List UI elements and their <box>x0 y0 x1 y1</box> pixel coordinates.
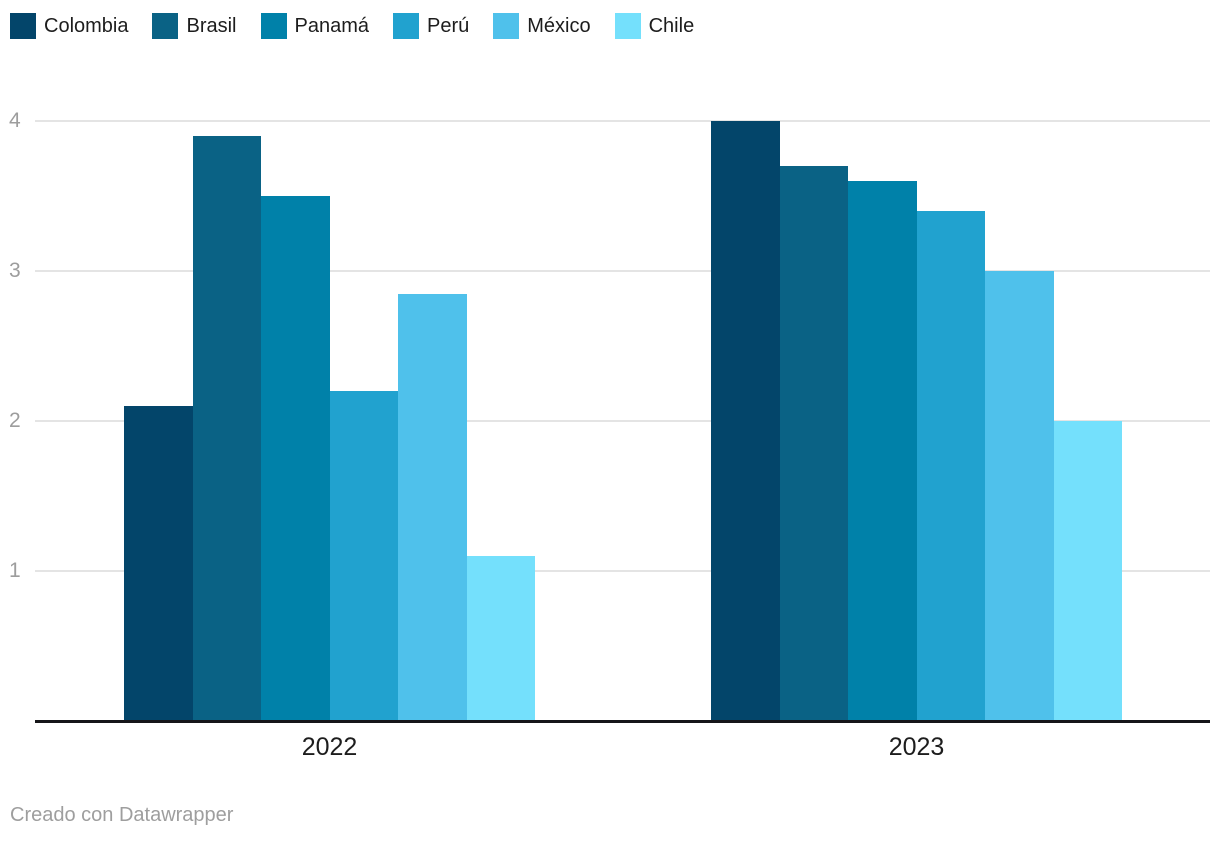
x-axis-label-2022: 2022 <box>301 733 358 761</box>
y-tick-label-4: 4 <box>9 109 21 132</box>
legend-label-brasil: Brasil <box>186 15 237 37</box>
legend-swatch-chile <box>614 13 641 39</box>
legend-swatch-colombia <box>10 13 36 39</box>
legend-label-panama: Panamá <box>294 15 370 37</box>
legend-label-peru: Perú <box>427 15 470 37</box>
legend-label-mexico: México <box>527 15 591 37</box>
gridline-2 <box>35 420 1210 422</box>
x-axis-line <box>35 720 1210 723</box>
bar-chile-2022[interactable] <box>466 556 535 721</box>
attribution-text: Creado con Datawrapper <box>10 804 234 826</box>
y-tick-label-1: 1 <box>9 559 21 582</box>
legend-item-mexico: México <box>493 13 591 39</box>
legend-swatch-peru <box>393 13 419 39</box>
bar-chile-2023[interactable] <box>1053 421 1122 721</box>
bar-brasil-2022[interactable] <box>192 136 261 721</box>
bar-colombia-2023[interactable] <box>711 121 780 721</box>
bar-peru-2022[interactable] <box>329 391 398 721</box>
legend-item-chile: Chile <box>614 13 695 39</box>
legend: Colombia Brasil Panamá Perú México Chile <box>10 13 718 39</box>
legend-label-colombia: Colombia <box>44 15 129 37</box>
bar-colombia-2022[interactable] <box>124 406 193 721</box>
y-tick-label-2: 2 <box>9 409 21 432</box>
legend-swatch-brasil <box>152 13 179 39</box>
legend-swatch-panama <box>260 13 287 39</box>
legend-item-colombia: Colombia <box>10 13 128 39</box>
gridline-3 <box>35 270 1210 272</box>
bar-mexico-2023[interactable] <box>985 271 1054 721</box>
bar-peru-2023[interactable] <box>916 211 985 721</box>
legend-item-panama: Panamá <box>260 13 370 39</box>
bar-brasil-2023[interactable] <box>779 166 848 721</box>
legend-label-chile: Chile <box>648 15 695 37</box>
x-axis-label-2023: 2023 <box>888 733 945 761</box>
legend-swatch-mexico <box>493 13 520 39</box>
gridline-1 <box>35 570 1210 572</box>
gridline-4 <box>35 120 1210 122</box>
bar-panama-2022[interactable] <box>261 196 330 721</box>
bar-mexico-2022[interactable] <box>398 293 467 721</box>
legend-item-peru: Perú <box>393 13 469 39</box>
y-tick-label-3: 3 <box>9 259 21 282</box>
legend-item-brasil: Brasil <box>152 13 237 39</box>
bar-panama-2023[interactable] <box>848 181 917 721</box>
